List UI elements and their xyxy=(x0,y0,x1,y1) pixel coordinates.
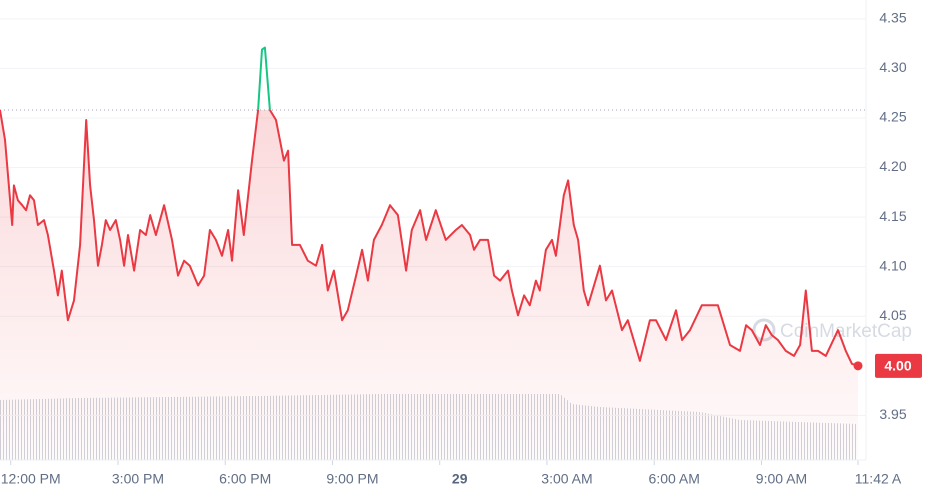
x-tick-label: 9:00 PM xyxy=(326,471,378,487)
area-fill xyxy=(0,110,858,460)
x-tick-label: 6:00 AM xyxy=(649,471,700,487)
last-point xyxy=(853,361,863,371)
y-tick-label: 4.25 xyxy=(879,109,906,125)
y-tick-label: 4.05 xyxy=(879,307,906,323)
y-tick-label: 4.35 xyxy=(879,10,906,26)
y-tick-label: 4.15 xyxy=(879,208,906,224)
y-tick-label: 4.30 xyxy=(879,59,906,75)
x-tick-label: 3:00 AM xyxy=(541,471,592,487)
x-tick-label: 12:00 PM xyxy=(1,471,61,487)
price-line-down xyxy=(0,110,859,367)
x-tick-label: 29 xyxy=(452,471,468,487)
x-tick-label: 3:00 PM xyxy=(112,471,164,487)
y-tick-label: 4.10 xyxy=(879,257,906,273)
y-tick-label: 4.20 xyxy=(879,158,906,174)
price-badge xyxy=(875,353,922,378)
x-tick-label: 6:00 PM xyxy=(219,471,271,487)
watermark: CoinMarketCap xyxy=(780,321,912,342)
price-badge-label: 4.00 xyxy=(884,358,911,374)
x-tick-label: 9:00 AM xyxy=(756,471,807,487)
y-tick-label: 3.95 xyxy=(879,406,906,422)
x-tick-label: 11:42 A xyxy=(855,471,902,487)
